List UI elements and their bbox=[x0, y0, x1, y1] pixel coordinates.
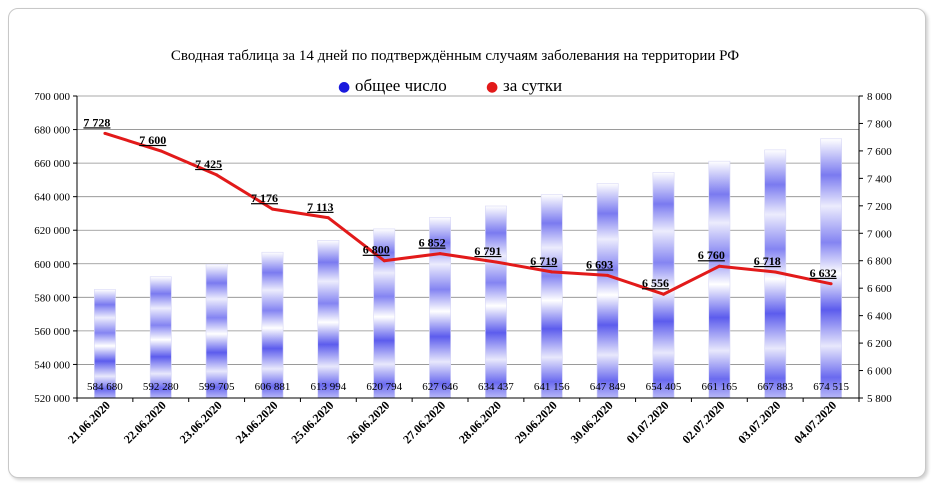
y-left-tick-label: 620 000 bbox=[34, 225, 70, 237]
daily-value-label: 7 728 bbox=[83, 115, 110, 129]
point-daily bbox=[662, 292, 665, 296]
x-category-label: 21.06.2020 bbox=[65, 398, 113, 446]
y-left-tick-label: 520 000 bbox=[34, 393, 70, 405]
point-daily bbox=[717, 264, 721, 268]
bar-total bbox=[540, 194, 563, 399]
y-right-tick-label: 7 000 bbox=[867, 228, 892, 240]
y-left-tick-label: 700 000 bbox=[34, 91, 70, 103]
daily-value-label: 7 600 bbox=[139, 133, 166, 147]
y-right-tick-label: 6 400 bbox=[867, 311, 892, 323]
gridlines bbox=[77, 95, 859, 399]
daily-value-label: 6 693 bbox=[586, 257, 613, 271]
y-right-tick-label: 7 600 bbox=[867, 146, 892, 158]
bar-value-label: 613 994 bbox=[310, 381, 346, 393]
y-left-tick-label: 580 000 bbox=[34, 292, 70, 304]
x-category-label: 30.06.2020 bbox=[568, 398, 616, 446]
bars bbox=[94, 138, 842, 399]
bar-value-label: 654 405 bbox=[646, 381, 682, 393]
x-category-label: 22.06.2020 bbox=[121, 398, 169, 446]
y-right-tick-label: 5 800 bbox=[867, 393, 892, 405]
x-category-label: 04.07.2020 bbox=[791, 398, 839, 446]
chart-title: Сводная таблица за 14 дней по подтверждё… bbox=[171, 48, 739, 64]
daily-value-label: 6 760 bbox=[698, 248, 725, 262]
point-daily bbox=[438, 252, 442, 256]
x-category-label: 25.06.2020 bbox=[288, 398, 336, 446]
bar-total bbox=[205, 263, 228, 399]
x-category-label: 29.06.2020 bbox=[512, 398, 560, 446]
point-daily bbox=[550, 270, 554, 274]
bar-value-label: 674 515 bbox=[813, 381, 849, 393]
x-category-label: 23.06.2020 bbox=[177, 398, 225, 446]
legend-marker-daily: ● bbox=[486, 79, 498, 95]
y-right-tick-label: 7 800 bbox=[867, 118, 892, 130]
y-left-tick-label: 640 000 bbox=[34, 192, 70, 204]
daily-value-label: 6 852 bbox=[419, 236, 446, 250]
y-right-tick-label: 8 000 bbox=[867, 91, 892, 103]
x-category-label: 26.06.2020 bbox=[344, 398, 392, 446]
daily-value-label: 7 425 bbox=[195, 157, 222, 171]
bar-total bbox=[261, 251, 284, 399]
x-category-label: 28.06.2020 bbox=[456, 398, 504, 446]
y-left-tick-label: 680 000 bbox=[34, 125, 70, 137]
point-daily bbox=[159, 149, 163, 153]
daily-value-label: 6 556 bbox=[642, 276, 669, 290]
x-category-label: 03.07.2020 bbox=[735, 398, 783, 446]
daily-value-label: 6 719 bbox=[530, 254, 557, 268]
x-category-label: 01.07.2020 bbox=[624, 398, 672, 446]
bar-value-label: 592 280 bbox=[143, 381, 179, 393]
y-left-tick-label: 660 000 bbox=[34, 158, 70, 170]
legend-label-daily: за сутки bbox=[503, 76, 562, 95]
bar-value-label: 647 849 bbox=[590, 381, 626, 393]
bar-value-label: 641 156 bbox=[534, 381, 570, 393]
point-daily bbox=[382, 259, 386, 263]
y-left-tick-label: 600 000 bbox=[34, 259, 70, 271]
data-labels: 584 680 592 280 599 705 606 881 613 994 620 7… bbox=[83, 115, 849, 393]
bar-total bbox=[485, 205, 507, 399]
x-category-label: 02.07.2020 bbox=[679, 398, 727, 446]
y-right-tick-label: 7 200 bbox=[867, 201, 892, 213]
bar-value-label: 606 881 bbox=[255, 381, 291, 393]
daily-value-label: 6 632 bbox=[810, 266, 837, 280]
legend: ● общее число ● за сутки bbox=[338, 76, 562, 95]
daily-value-label: 6 718 bbox=[754, 254, 781, 268]
bar-value-label: 634 437 bbox=[478, 381, 514, 393]
y-right-tick-label: 6 600 bbox=[867, 283, 892, 295]
daily-line bbox=[103, 131, 833, 296]
daily-value-label: 6 791 bbox=[474, 244, 501, 258]
y-left-tick-label: 560 000 bbox=[34, 326, 70, 338]
point-daily bbox=[773, 270, 777, 274]
daily-value-label: 7 113 bbox=[307, 200, 333, 214]
y-right-tick-label: 6 000 bbox=[867, 366, 892, 378]
bar-total bbox=[317, 239, 340, 399]
legend-label-total: общее число bbox=[355, 76, 447, 95]
bar-value-label: 584 680 bbox=[87, 381, 123, 393]
y-right-tick-label: 7 400 bbox=[867, 173, 892, 185]
daily-value-label: 7 176 bbox=[251, 191, 278, 205]
bar-total bbox=[596, 183, 619, 399]
bar-value-label: 661 165 bbox=[701, 381, 737, 393]
bar-value-label: 620 794 bbox=[366, 381, 402, 393]
bar-value-label: 599 705 bbox=[199, 381, 235, 393]
y-right-tick-label: 6 200 bbox=[867, 338, 892, 350]
point-daily bbox=[494, 260, 498, 264]
bar-total bbox=[149, 276, 172, 399]
x-category-label: 24.06.2020 bbox=[233, 398, 281, 446]
y-left-tick-label: 540 000 bbox=[34, 359, 70, 371]
daily-value-label: 6 800 bbox=[363, 243, 390, 257]
x-category-label: 27.06.2020 bbox=[400, 398, 448, 446]
point-daily bbox=[606, 273, 610, 277]
point-daily bbox=[215, 173, 219, 177]
bar-value-label: 667 883 bbox=[757, 381, 793, 393]
point-daily bbox=[271, 207, 274, 211]
bar-total bbox=[708, 160, 731, 399]
point-daily bbox=[103, 131, 107, 135]
bar-value-label: 627 646 bbox=[422, 381, 458, 393]
legend-marker-total: ● bbox=[338, 79, 350, 95]
point-daily bbox=[829, 282, 833, 286]
line-daily bbox=[104, 131, 832, 296]
y-right-tick-label: 6 800 bbox=[867, 256, 892, 268]
point-daily bbox=[326, 216, 330, 220]
